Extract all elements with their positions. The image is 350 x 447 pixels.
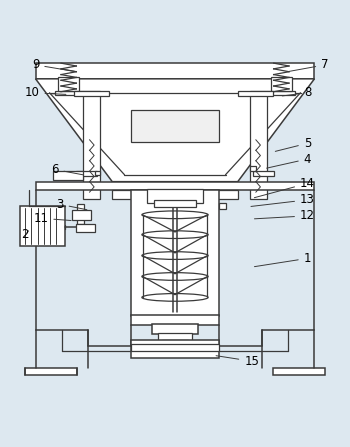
- Bar: [76, 171, 97, 177]
- Bar: [53, 171, 83, 180]
- Text: 12: 12: [254, 209, 315, 222]
- Text: 4: 4: [267, 152, 311, 168]
- Bar: [95, 170, 100, 175]
- Text: 5: 5: [275, 137, 311, 152]
- Bar: [158, 333, 192, 341]
- Bar: [112, 190, 238, 199]
- Bar: [147, 190, 203, 202]
- Bar: [219, 203, 225, 208]
- Bar: [77, 204, 84, 224]
- Bar: [250, 91, 267, 199]
- Text: 13: 13: [251, 193, 315, 207]
- Bar: [131, 190, 219, 316]
- Bar: [131, 344, 219, 351]
- Text: 10: 10: [25, 86, 66, 99]
- Text: 6: 6: [51, 163, 83, 176]
- Bar: [83, 91, 100, 199]
- Bar: [154, 201, 196, 207]
- Polygon shape: [25, 368, 77, 375]
- Bar: [58, 77, 79, 91]
- Text: 2: 2: [21, 228, 29, 241]
- Text: 8: 8: [282, 86, 311, 99]
- Text: 7: 7: [289, 59, 329, 72]
- Bar: [250, 166, 256, 170]
- Text: 15: 15: [216, 355, 259, 368]
- Text: 14: 14: [254, 177, 315, 198]
- Bar: [238, 91, 273, 96]
- Bar: [76, 224, 95, 232]
- Text: 11: 11: [33, 212, 71, 225]
- Bar: [72, 210, 91, 220]
- Bar: [152, 324, 198, 334]
- Bar: [131, 340, 219, 358]
- Bar: [131, 110, 219, 142]
- Bar: [131, 315, 219, 325]
- Bar: [74, 91, 109, 96]
- Text: 3: 3: [56, 198, 87, 211]
- Bar: [162, 340, 188, 346]
- Bar: [253, 171, 274, 177]
- Text: 9: 9: [32, 59, 75, 72]
- Bar: [36, 63, 314, 79]
- Bar: [55, 91, 83, 94]
- Bar: [267, 91, 295, 94]
- Text: 1: 1: [254, 252, 311, 267]
- Bar: [20, 206, 65, 246]
- Polygon shape: [273, 368, 325, 375]
- Polygon shape: [36, 79, 314, 181]
- Bar: [271, 77, 292, 91]
- Bar: [36, 181, 314, 190]
